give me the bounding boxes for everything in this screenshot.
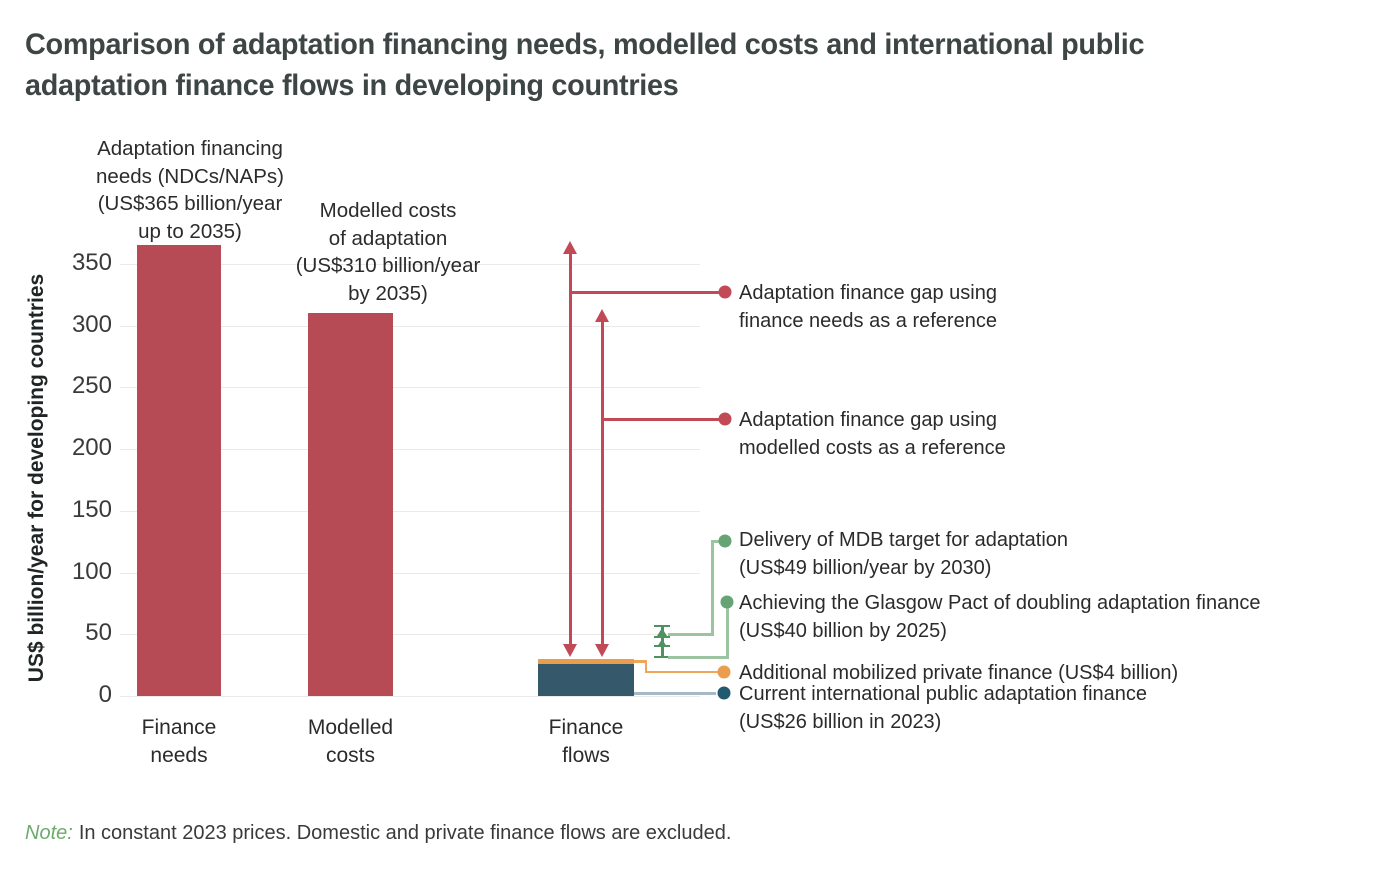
- category-label-0-line-0: Finance: [141, 716, 217, 739]
- gridline-50: [120, 634, 700, 636]
- callout-label-gap-needs: Adaptation finance gap using finance need…: [739, 280, 997, 335]
- bar-finance-flows-seg-1: [538, 658, 634, 664]
- arrow-stem: [568, 254, 572, 644]
- gridline-200: [120, 449, 700, 451]
- arrow-head-up-icon: [595, 309, 609, 323]
- callout-dot-gap-needs: [718, 285, 732, 299]
- connector-glasgow-pact-v: [726, 602, 729, 658]
- arrow-head-down-icon: [563, 643, 577, 657]
- tick-label-250: 250: [71, 372, 112, 400]
- callout-label-mdb-target-line-1: (US$49 billion/year by 2030): [739, 556, 992, 579]
- bar-annotation-0-line-2: (US$365 billion/year: [97, 192, 283, 215]
- callout-dot-glasgow-pact: [720, 595, 734, 609]
- callout-label-glasgow-pact: Achieving the Glasgow Pact of doubling a…: [739, 590, 1260, 645]
- category-label-2-line-1: flows: [562, 744, 610, 767]
- tick-label-350: 350: [71, 248, 112, 276]
- gridline-0: [120, 696, 700, 697]
- connector-gap-needs: [570, 291, 719, 294]
- arrow-head-down-icon: [595, 643, 609, 657]
- gridline-350: [120, 263, 700, 265]
- category-label-1-line-0: Modelled: [307, 716, 394, 739]
- callout-dot-current-finance: [717, 686, 731, 700]
- connector-mdb-target-h2: [711, 540, 720, 543]
- bar-annotation-1-line-2: (US$310 billion/year: [295, 254, 481, 277]
- gridline-150: [120, 510, 700, 512]
- gap-arrow-gap-costs: [594, 309, 610, 657]
- callout-label-gap-costs-line-0: Adaptation finance gap using: [739, 409, 997, 431]
- category-label-1-line-1: costs: [325, 744, 376, 767]
- bar-annotation-1: Modelled costs of adaptation (US$310 billi…: [296, 197, 481, 307]
- callout-label-gap-costs: Adaptation finance gap using modelled cos…: [739, 407, 1006, 462]
- bar-annotation-1-line-3: by 2035): [348, 281, 428, 305]
- bar-annotation-0-line-3: up to 2035): [138, 219, 242, 243]
- tick-label-300: 300: [71, 310, 112, 338]
- note-prefix: Note:: [25, 822, 73, 844]
- tick-label-50: 50: [85, 619, 112, 647]
- arrow-head-up-icon: [563, 241, 577, 255]
- target-marker-glasgow-pact: [661, 635, 664, 658]
- callout-label-glasgow-pact-line-1: (US$40 billion by 2025): [739, 619, 947, 642]
- gap-arrow-gap-needs: [562, 241, 578, 657]
- gridline-250: [120, 387, 700, 389]
- connector-glasgow-pact-h: [668, 656, 729, 659]
- gridline-300: [120, 325, 700, 327]
- tick-label-150: 150: [71, 495, 112, 523]
- target-marker-up-triangle-icon: [657, 627, 667, 636]
- bar-annotation-1-line-1: of adaptation: [328, 226, 448, 250]
- gridline-100: [120, 572, 700, 574]
- connector-mdb-target-v: [711, 541, 714, 635]
- callout-label-private-finance: Additional mobilized private finance (US…: [739, 660, 1178, 688]
- callout-dot-mdb-target: [718, 534, 732, 548]
- bar-modelled-costs: [308, 313, 393, 696]
- bar-finance-flows-seg-0: [538, 663, 634, 696]
- bar-annotation-0-line-1: needs (NDCs/NAPs): [96, 164, 284, 188]
- bar-finance-needs: [137, 245, 221, 696]
- callout-label-mdb-target-line-0: Delivery of MDB target for adaptation: [739, 529, 1069, 551]
- connector-private-v: [644, 660, 647, 672]
- callout-label-gap-needs-line-1: finance needs as a reference: [739, 309, 997, 332]
- note-body: In constant 2023 prices. Domestic and pr…: [78, 822, 732, 844]
- tick-label-0: 0: [98, 680, 112, 708]
- target-marker-cap-top: [654, 635, 670, 639]
- connector-gap-costs: [602, 418, 719, 421]
- arrow-stem: [600, 322, 604, 644]
- figure-title: Comparison of adaptation financing needs…: [25, 24, 1273, 106]
- target-marker-up-triangle-icon: [657, 638, 667, 647]
- category-label-0-line-1: needs: [150, 744, 208, 767]
- connector-mdb-target-h: [668, 633, 714, 636]
- note: Note: In constant 2023 prices. Domestic a…: [25, 822, 731, 845]
- category-label-0: Finance needs: [142, 714, 217, 770]
- callout-label-current-finance-line-1: (US$26 billion in 2023): [739, 710, 942, 733]
- connector-current: [634, 691, 716, 695]
- callout-label-private-finance-line-0: Additional mobilized private finance (US…: [739, 662, 1179, 684]
- callout-label-mdb-target: Delivery of MDB target for adaptation (US…: [739, 527, 1068, 582]
- callout-dot-private-finance: [717, 665, 731, 679]
- callout-label-gap-costs-line-1: modelled costs as a reference: [739, 436, 1006, 459]
- bar-annotation-1-line-0: Modelled costs: [319, 199, 457, 222]
- target-marker-cap-top: [654, 624, 670, 628]
- target-marker-cap-bottom: [654, 655, 670, 659]
- figure-title-line-2: adaptation finance flows in developing c…: [25, 69, 679, 102]
- category-label-1: Modelled costs: [308, 714, 393, 770]
- tick-label-100: 100: [71, 557, 112, 585]
- connector-private-h2: [644, 670, 718, 673]
- callout-label-current-finance-line-0: Current international public adaptation …: [739, 683, 1148, 705]
- bar-annotation-0-line-0: Adaptation financing: [97, 137, 283, 160]
- category-label-2: Finance flows: [549, 714, 624, 770]
- callout-dot-gap-costs: [718, 412, 732, 426]
- callout-label-glasgow-pact-line-0: Achieving the Glasgow Pact of doubling a…: [739, 592, 1261, 614]
- callout-label-gap-needs-line-0: Adaptation finance gap using: [739, 282, 997, 304]
- figure-title-line-1: Comparison of adaptation financing needs…: [25, 28, 1145, 61]
- bar-annotation-0: Adaptation financing needs (NDCs/NAPs) (US…: [96, 135, 284, 245]
- callout-label-current-finance: Current international public adaptation …: [739, 681, 1147, 736]
- category-label-2-line-0: Finance: [548, 716, 624, 739]
- tick-label-200: 200: [71, 434, 112, 462]
- connector-private-h1: [634, 660, 647, 663]
- target-marker-mdb-target: [661, 624, 664, 647]
